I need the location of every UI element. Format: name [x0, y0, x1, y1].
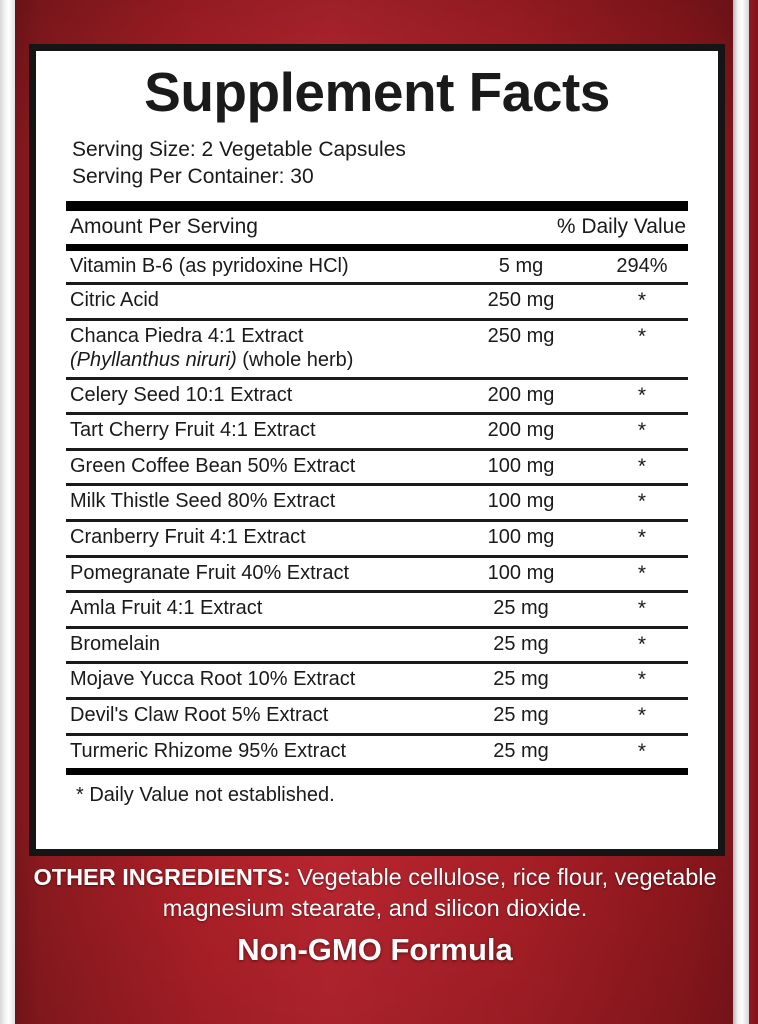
ingredient-name: Amla Fruit 4:1 Extract	[66, 591, 446, 629]
ingredient-name: Citric Acid	[66, 283, 446, 321]
ingredient-name: Devil's Claw Root 5% Extract	[66, 698, 446, 736]
table-row: Devil's Claw Root 5% Extract 25 mg *	[66, 698, 688, 736]
ingredient-name: Bromelain	[66, 627, 446, 665]
divider-thick-top	[66, 200, 688, 211]
non-gmo-badge: Non-GMO Formula	[237, 932, 513, 967]
ingredient-amount: 25 mg	[446, 662, 596, 700]
ingredient-amount: 200 mg	[446, 413, 596, 451]
table-row: Chanca Piedra 4:1 Extract (Phyllanthus ni…	[66, 319, 688, 380]
ingredient-daily-value: *	[596, 591, 688, 629]
ingredient-daily-value: *	[596, 378, 688, 416]
other-ingredients-label: OTHER INGREDIENTS:	[33, 864, 291, 890]
table-row: Cranberry Fruit 4:1 Extract 100 mg *	[66, 520, 688, 558]
ingredient-daily-value: *	[596, 698, 688, 736]
ingredient-amount: 250 mg	[446, 319, 596, 380]
ingredient-name: Tart Cherry Fruit 4:1 Extract	[66, 413, 446, 451]
table-row: Tart Cherry Fruit 4:1 Extract 200 mg *	[66, 413, 688, 451]
ingredient-amount: 200 mg	[446, 378, 596, 416]
ingredient-name: Pomegranate Fruit 40% Extract	[66, 556, 446, 594]
supplement-facts-panel: Supplement Facts Serving Size: 2 Vegetab…	[29, 44, 725, 856]
ingredients-table: Vitamin B-6 (as pyridoxine HCl) 5 mg 294% C…	[66, 250, 688, 768]
serving-size: Serving Size: 2 Vegetable Capsules	[72, 138, 406, 161]
bottle-edge-highlight-right	[733, 0, 749, 1024]
ingredient-daily-value: *	[637, 739, 647, 763]
ingredient-amount: 100 mg	[446, 484, 596, 522]
ingredient-amount: 5 mg	[446, 250, 596, 286]
ingredient-daily-value: *	[596, 319, 688, 380]
table-row: Turmeric Rhizome 95% Extract 25 mg *	[66, 734, 688, 768]
divider-med-bottom	[66, 768, 688, 776]
divider-med-header	[66, 243, 688, 251]
ingredient-daily-value: *	[596, 627, 688, 665]
ingredient-name: Turmeric Rhizome 95% Extract	[70, 739, 346, 762]
ingredient-name: Milk Thistle Seed 80% Extract	[66, 484, 446, 522]
ingredient-name: Vitamin B-6 (as pyridoxine HCl)	[66, 250, 446, 286]
table-row: Bromelain 25 mg *	[66, 627, 688, 665]
ingredient-daily-value: *	[596, 413, 688, 451]
ingredient-daily-value: *	[596, 520, 688, 558]
ingredient-name: Green Coffee Bean 50% Extract	[66, 449, 446, 487]
ingredient-amount: 100 mg	[446, 449, 596, 487]
table-row: Mojave Yucca Root 10% Extract 25 mg *	[66, 662, 688, 700]
ingredient-name: Celery Seed 10:1 Extract	[66, 378, 446, 416]
ingredient-amount: 25 mg	[493, 739, 549, 762]
ingredient-name: Mojave Yucca Root 10% Extract	[66, 662, 446, 700]
ingredient-daily-value: *	[596, 283, 688, 321]
table-row: Pomegranate Fruit 40% Extract 100 mg *	[66, 556, 688, 594]
daily-value-header: % Daily Value	[556, 214, 686, 238]
ingredient-name: Cranberry Fruit 4:1 Extract	[66, 520, 446, 558]
table-header-row: Amount Per Serving % Daily Value	[66, 211, 688, 244]
ingredient-daily-value: *	[596, 556, 688, 594]
table-row: Amla Fruit 4:1 Extract 25 mg *	[66, 591, 688, 629]
bottle-edge-highlight-left	[0, 0, 15, 1024]
ingredient-amount: 100 mg	[446, 556, 596, 594]
serving-info: Serving Size: 2 Vegetable Capsules Servi…	[66, 137, 688, 191]
other-ingredients: OTHER INGREDIENTS: Vegetable cellulose, …	[22, 862, 728, 924]
other-ingredients-text: Vegetable cellulose, rice flour, vegetab…	[162, 864, 717, 922]
amount-per-serving-header: Amount Per Serving	[70, 214, 258, 238]
table-row: Green Coffee Bean 50% Extract 100 mg *	[66, 449, 688, 487]
table-row: Vitamin B-6 (as pyridoxine HCl) 5 mg 294%	[66, 250, 688, 286]
ingredient-amount: 25 mg	[446, 627, 596, 665]
ingredient-amount: 25 mg	[446, 698, 596, 736]
ingredient-amount: 100 mg	[446, 520, 596, 558]
table-row: Celery Seed 10:1 Extract 200 mg *	[66, 378, 688, 416]
ingredient-daily-value: *	[596, 449, 688, 487]
ingredient-amount: 25 mg	[446, 591, 596, 629]
ingredient-daily-value: *	[596, 484, 688, 522]
ingredient-daily-value: 294%	[596, 250, 688, 286]
table-row: Citric Acid 250 mg *	[66, 283, 688, 321]
ingredient-amount: 250 mg	[446, 283, 596, 321]
daily-value-footnote: * Daily Value not established.	[76, 784, 335, 807]
table-row: Milk Thistle Seed 80% Extract 100 mg *	[66, 484, 688, 522]
bottle-edge-red-right	[749, 0, 758, 1024]
ingredient-scientific-name: (Phyllanthus niruri)	[70, 349, 237, 372]
ingredient-daily-value: *	[596, 662, 688, 700]
servings-per-container: Serving Per Container: 30	[72, 164, 314, 188]
ingredient-name: Chanca Piedra 4:1 Extract (Phyllanthus ni…	[66, 319, 446, 380]
page-title: Supplement Facts	[144, 61, 610, 123]
